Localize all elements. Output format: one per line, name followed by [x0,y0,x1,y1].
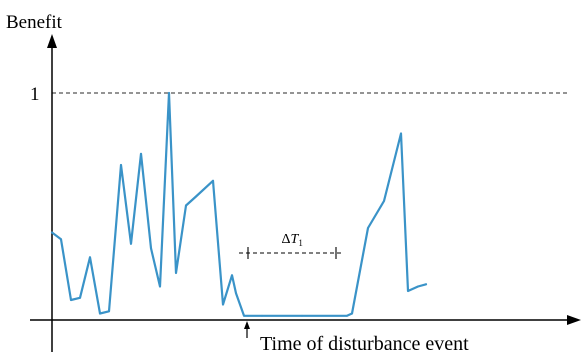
series-line-0 [50,91,428,317]
x-axis-label: Time of disturbance event [260,333,469,355]
data-point-0-2 [70,299,72,301]
data-point-0-11 [159,285,161,288]
x-axis-arrow [567,315,581,325]
data-point-0-3 [79,296,81,299]
data-point-0-12 [168,92,170,94]
y-axis-arrow [47,34,57,48]
data-point-0-30 [417,285,419,288]
data-point-0-29 [407,290,409,292]
y-ticks: 1 [30,84,40,105]
data-point-0-28 [400,132,402,135]
data-point-0-23 [301,314,303,317]
data-point-0-15 [195,195,197,198]
data-point-0-6 [108,310,110,313]
delta-t-annotation: ΔT1 [239,232,344,259]
data-point-0-0 [51,231,53,234]
data-point-0-22 [261,314,263,317]
event-marker-head [244,321,250,329]
data-point-0-20 [243,314,245,317]
delta-t-label: ΔT1 [282,232,303,248]
data-point-0-31 [425,283,427,286]
data-point-0-19 [235,292,237,295]
y-axis-label: Benefit [6,12,63,33]
data-point-0-7 [120,164,122,166]
data-point-0-5 [99,312,101,315]
data-point-0-10 [150,247,152,250]
data-point-0-17 [222,303,224,306]
data-point-0-18 [231,274,233,277]
data-point-0-26 [367,227,369,229]
data-point-0-14 [185,204,187,207]
data-point-0-27 [383,200,385,202]
data-point-0-9 [140,152,142,155]
data-point-0-24 [346,314,348,317]
data-point-0-16 [212,179,214,182]
data-point-0-21 [247,314,249,317]
data-point-0-1 [60,238,62,241]
y-tick-label-0: 1 [30,84,40,105]
data-point-0-8 [130,242,132,245]
data-point-0-13 [175,272,177,274]
data-point-0-25 [351,312,353,315]
event-marker-arrow [244,321,250,338]
series-group [50,91,428,317]
data-point-0-4 [89,256,91,259]
